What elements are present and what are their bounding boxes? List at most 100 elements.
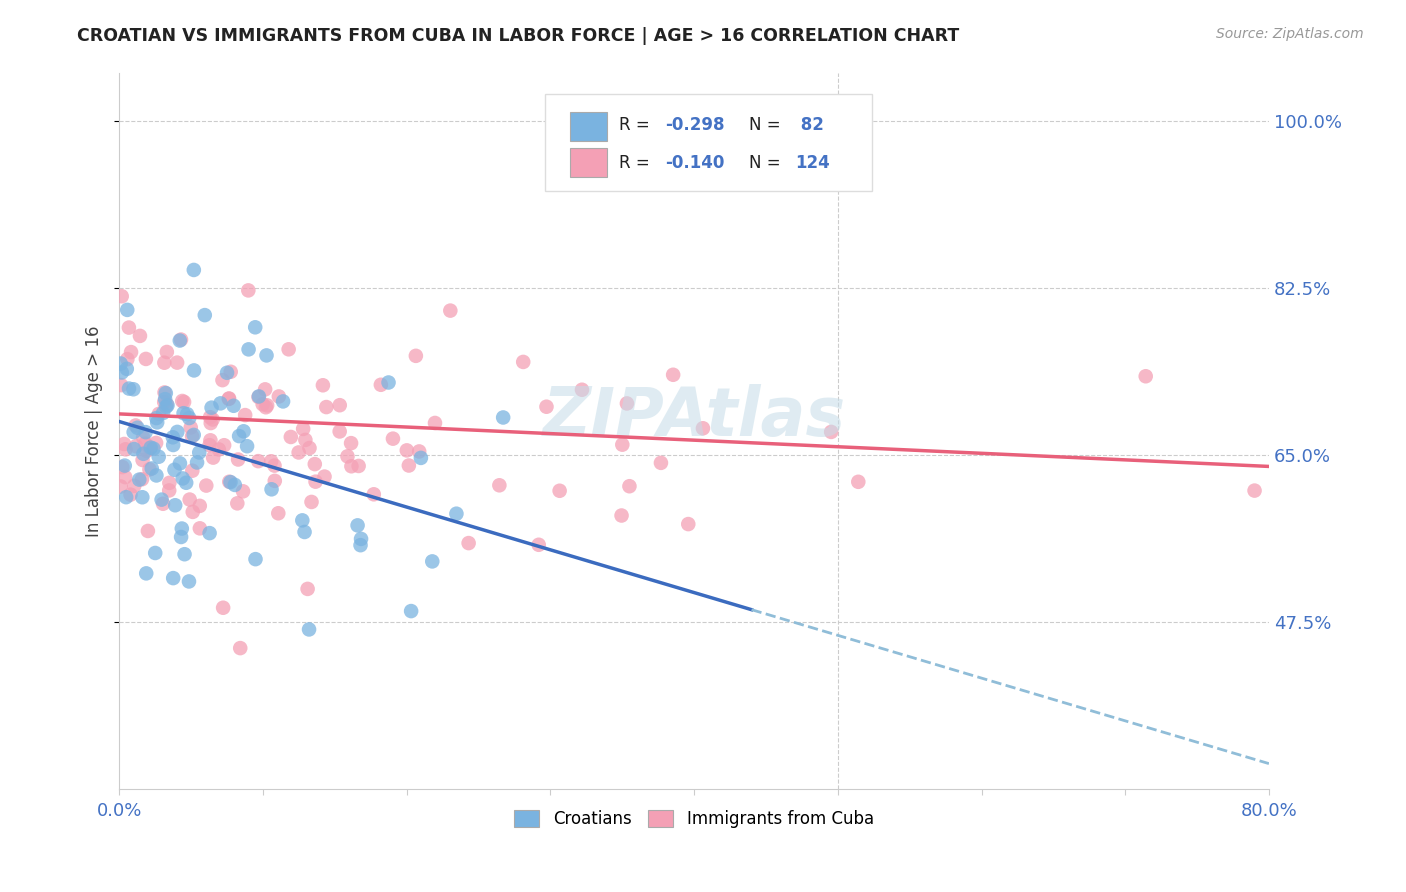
Point bbox=[399, 604, 422, 618]
Point bbox=[271, 394, 294, 409]
Point bbox=[132, 430, 155, 444]
Point bbox=[172, 394, 194, 409]
Point bbox=[209, 396, 232, 410]
Point bbox=[294, 433, 316, 447]
Point bbox=[846, 475, 869, 489]
Point bbox=[114, 470, 136, 484]
Point bbox=[245, 320, 267, 334]
Point bbox=[346, 518, 368, 533]
Text: CROATIAN VS IMMIGRANTS FROM CUBA IN LABOR FORCE | AGE > 16 CORRELATION CHART: CROATIAN VS IMMIGRANTS FROM CUBA IN LABO… bbox=[77, 27, 959, 45]
Point bbox=[287, 445, 309, 459]
Point bbox=[315, 400, 337, 414]
Point bbox=[233, 408, 256, 422]
Point bbox=[420, 554, 443, 568]
Point bbox=[156, 398, 179, 412]
Point bbox=[114, 458, 136, 473]
Point bbox=[619, 479, 641, 493]
Point bbox=[145, 411, 167, 425]
Point bbox=[174, 475, 197, 490]
Point bbox=[200, 434, 222, 448]
Point bbox=[294, 524, 316, 539]
Point bbox=[180, 420, 202, 434]
Point bbox=[298, 441, 321, 455]
Point bbox=[457, 536, 479, 550]
Point bbox=[111, 366, 134, 380]
Point bbox=[173, 547, 195, 561]
Point bbox=[122, 425, 145, 439]
Point bbox=[329, 425, 352, 439]
Point bbox=[224, 478, 246, 492]
Point bbox=[616, 396, 638, 410]
Point bbox=[267, 506, 290, 520]
Point bbox=[110, 357, 132, 371]
Point bbox=[128, 473, 150, 487]
Point bbox=[381, 432, 404, 446]
Point bbox=[117, 352, 139, 367]
Point bbox=[162, 430, 184, 444]
Point bbox=[170, 522, 193, 536]
Point bbox=[186, 455, 208, 469]
Point bbox=[134, 436, 156, 450]
Point bbox=[169, 456, 191, 470]
Point bbox=[152, 406, 174, 420]
Point bbox=[218, 475, 240, 489]
Point bbox=[662, 368, 685, 382]
Point bbox=[292, 422, 315, 436]
Point bbox=[446, 507, 468, 521]
Point bbox=[226, 452, 249, 467]
Point bbox=[169, 334, 191, 348]
Point bbox=[118, 320, 141, 334]
Point bbox=[226, 496, 249, 510]
Point bbox=[135, 351, 157, 366]
Point bbox=[336, 450, 359, 464]
Point bbox=[267, 389, 290, 403]
Point bbox=[228, 429, 250, 443]
Point bbox=[143, 546, 166, 560]
Point bbox=[131, 490, 153, 504]
Point bbox=[377, 376, 399, 390]
Point bbox=[145, 436, 167, 450]
Text: R =: R = bbox=[620, 116, 655, 135]
Point bbox=[155, 386, 177, 401]
FancyBboxPatch shape bbox=[544, 95, 872, 191]
Point bbox=[527, 538, 550, 552]
Point bbox=[340, 459, 363, 474]
Point bbox=[135, 566, 157, 581]
Point bbox=[176, 407, 198, 421]
Point bbox=[122, 382, 145, 396]
Point bbox=[179, 411, 201, 425]
Point bbox=[218, 392, 240, 406]
Point bbox=[297, 582, 319, 596]
Point bbox=[183, 363, 205, 377]
Point bbox=[236, 439, 259, 453]
Point bbox=[181, 429, 204, 443]
Point bbox=[153, 395, 176, 409]
Point bbox=[135, 425, 157, 439]
Point bbox=[200, 416, 222, 430]
Point bbox=[340, 436, 363, 450]
Point bbox=[166, 356, 188, 370]
Point bbox=[363, 487, 385, 501]
Point bbox=[139, 441, 162, 455]
Point bbox=[229, 641, 252, 656]
Point bbox=[211, 373, 233, 387]
Point bbox=[188, 521, 211, 535]
Point bbox=[156, 345, 179, 359]
Point bbox=[536, 400, 558, 414]
Point bbox=[125, 418, 148, 433]
Point bbox=[232, 425, 254, 439]
Point bbox=[146, 416, 169, 430]
Point bbox=[820, 425, 842, 439]
Point bbox=[135, 444, 157, 458]
Point bbox=[488, 478, 510, 492]
Point bbox=[131, 472, 153, 486]
Point bbox=[219, 475, 242, 489]
Point bbox=[212, 600, 235, 615]
Point bbox=[263, 458, 285, 473]
Point bbox=[254, 401, 277, 415]
Point bbox=[148, 450, 170, 464]
Point bbox=[122, 479, 145, 493]
Point bbox=[198, 410, 221, 425]
Legend: Croatians, Immigrants from Cuba: Croatians, Immigrants from Cuba bbox=[508, 803, 880, 835]
Point bbox=[166, 425, 188, 439]
